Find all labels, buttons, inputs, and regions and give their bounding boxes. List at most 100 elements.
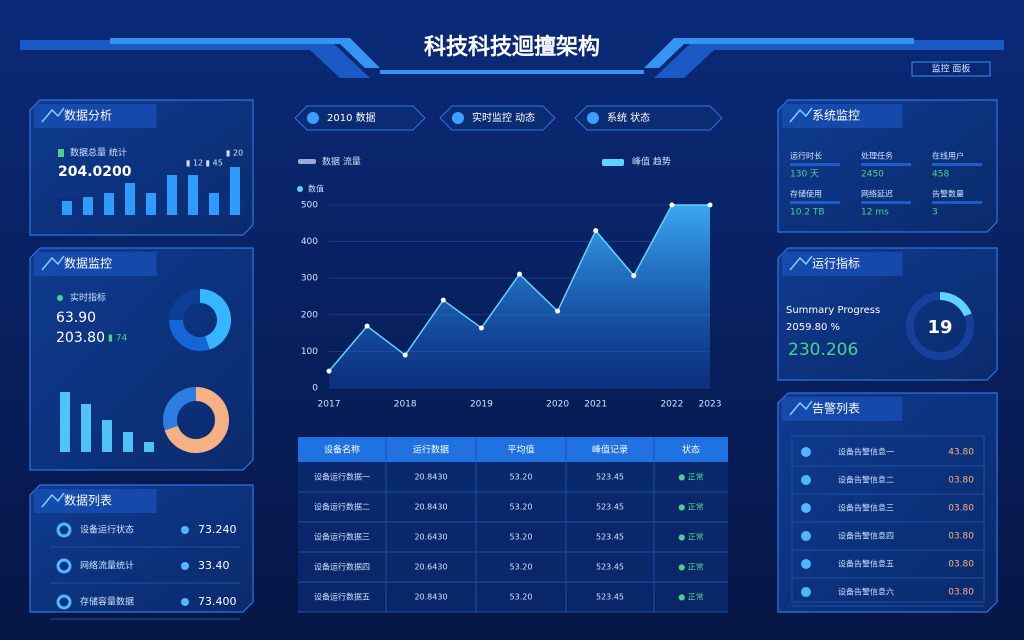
donut-segment — [199, 289, 231, 350]
row-value: 03.80 — [948, 504, 974, 514]
tab[interactable] — [574, 105, 723, 131]
tab-icon — [307, 112, 319, 124]
table-cell: 20.8430 — [414, 503, 447, 512]
panel-icon — [789, 400, 813, 416]
y-tick-label: 300 — [301, 274, 318, 284]
donut-segment — [163, 387, 197, 431]
panel-label: 数据总量 统计 — [70, 147, 127, 159]
axis-title: 数值 — [308, 184, 324, 194]
bar — [230, 167, 240, 215]
panel-icon — [41, 107, 65, 123]
table-cell: 523.45 — [596, 563, 624, 572]
list-icon — [56, 594, 72, 610]
panel — [777, 392, 998, 613]
row-value: 03.80 — [948, 560, 974, 570]
table-cell: 20.6430 — [414, 563, 447, 572]
row-label: 设备告警信息五 — [838, 559, 894, 569]
y-tick-label: 500 — [301, 201, 318, 211]
row-value: 03.80 — [948, 532, 974, 542]
item-value: 3 — [932, 208, 938, 218]
item-label: 存储使用 — [790, 189, 822, 199]
panel-title: 数据监控 — [64, 256, 112, 271]
legend-swatch — [298, 159, 316, 164]
point — [517, 271, 522, 277]
point — [402, 352, 408, 358]
table-cell: 53.20 — [510, 593, 533, 602]
table-cell: 20.8430 — [414, 593, 447, 602]
item-bar — [790, 163, 840, 166]
point — [440, 297, 446, 303]
item-value: 458 — [932, 170, 949, 180]
list-label: 网络流量统计 — [80, 560, 134, 572]
bar — [102, 420, 112, 452]
legend: ▮ 20 — [226, 149, 243, 158]
list-value: 73.400 — [198, 595, 237, 608]
table-cell: 53.20 — [510, 473, 533, 482]
stat-value: 204.0200 — [58, 164, 132, 180]
x-tick-label: 2023 — [699, 400, 722, 410]
panel-title: 告警列表 — [812, 401, 860, 416]
point — [326, 368, 332, 374]
table-cell: 523.45 — [596, 503, 624, 512]
panel-title-bar — [782, 397, 903, 421]
sub-value: 2059.80 % — [786, 322, 840, 333]
panel-title: 数据分析 — [64, 108, 112, 123]
note: ▮ 74 — [108, 334, 128, 344]
list-label: 设备运行状态 — [80, 524, 134, 536]
point — [669, 202, 675, 208]
item-bar — [932, 163, 982, 166]
stat-value: 63.90 — [56, 310, 96, 326]
donut-segment — [164, 387, 229, 453]
item-value: 2450 — [861, 170, 884, 180]
stat-value: 230.206 — [788, 340, 858, 360]
tab[interactable] — [439, 105, 556, 131]
panel-title: 系统监控 — [812, 109, 860, 123]
legend-swatch — [602, 159, 624, 166]
row-label: 设备告警信息四 — [838, 531, 894, 541]
tab-label: 2010 数据 — [327, 111, 376, 124]
row-icon — [801, 559, 811, 569]
x-tick-label: 2017 — [318, 400, 341, 410]
legend-swatch — [58, 149, 64, 157]
row-value: 03.80 — [948, 476, 974, 486]
table-cell: 53.20 — [510, 533, 533, 542]
bar — [125, 183, 135, 215]
item-value: 10.2 TB — [790, 208, 825, 218]
y-tick-label: 0 — [312, 384, 318, 394]
table-cell: 20.6430 — [414, 533, 447, 542]
donut-segment — [169, 289, 201, 321]
x-tick-label: 2018 — [394, 400, 417, 410]
item-label: 运行时长 — [790, 151, 822, 161]
panel — [29, 484, 254, 613]
list-value: 33.40 — [198, 559, 230, 572]
panel-icon — [41, 255, 65, 271]
item-bar — [932, 201, 982, 204]
list-icon — [181, 526, 189, 534]
table-cell: 523.45 — [596, 473, 624, 482]
panel-icon — [789, 255, 813, 271]
table-cell: ● 正常 — [678, 533, 704, 542]
caption: Summary Progress — [786, 305, 880, 316]
bar — [81, 404, 91, 452]
bar — [188, 175, 198, 215]
table-cell: 53.20 — [510, 503, 533, 512]
area — [329, 205, 710, 388]
x-tick-label: 2019 — [470, 400, 493, 410]
row-icon — [801, 475, 811, 485]
row-label: 设备告警信息一 — [838, 447, 894, 457]
item-label: 网络延迟 — [861, 189, 893, 199]
bar — [62, 201, 72, 215]
tab[interactable] — [294, 105, 426, 131]
bar — [83, 197, 93, 215]
badge-frame[interactable] — [911, 61, 991, 77]
table-cell: 设备运行数据五 — [314, 592, 370, 602]
panel-title: 运行指标 — [812, 256, 860, 271]
header-decor — [20, 38, 1004, 78]
row-icon — [801, 503, 811, 513]
point — [707, 202, 713, 208]
badge[interactable]: 监控 面板 — [932, 63, 971, 75]
table-cell: 20.8430 — [414, 473, 447, 482]
table-cell: 53.20 — [510, 563, 533, 572]
table-cell: 523.45 — [596, 593, 624, 602]
